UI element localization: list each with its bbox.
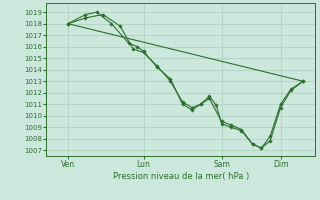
X-axis label: Pression niveau de la mer( hPa ): Pression niveau de la mer( hPa ): [113, 172, 249, 181]
